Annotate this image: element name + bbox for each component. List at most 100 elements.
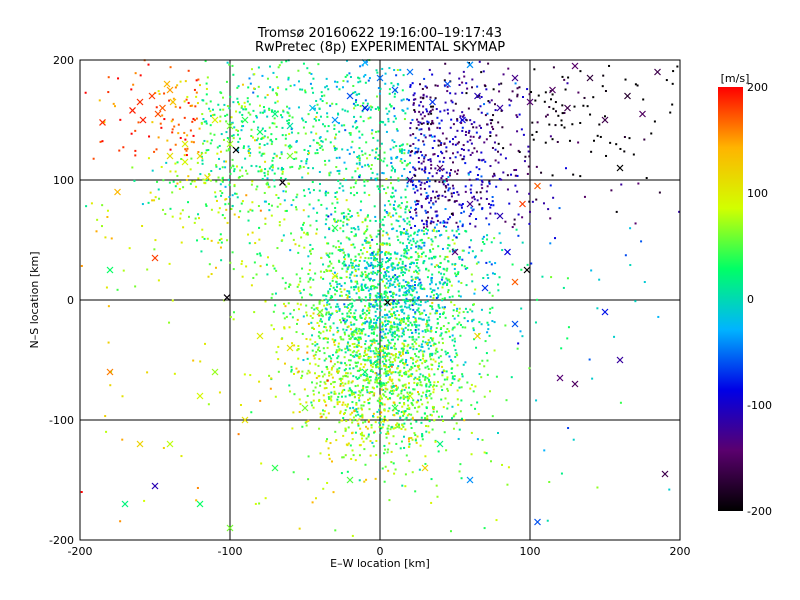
data-point [464,361,467,364]
data-point [321,375,324,378]
data-point [220,237,223,240]
data-point [229,172,232,175]
data-point [400,411,403,414]
cross-marker [181,140,189,148]
data-point [368,312,371,315]
data-point [405,268,408,271]
data-point [273,152,276,155]
data-point [397,356,400,359]
data-point [348,209,351,212]
data-point [400,158,403,161]
data-point [229,315,232,318]
data-point [425,211,428,214]
data-point [439,143,442,146]
data-point [331,376,334,379]
data-point [284,190,287,193]
data-point [149,191,152,194]
data-point [314,344,317,347]
data-point [381,355,384,358]
data-point [346,148,349,151]
data-point [366,261,369,264]
data-point [358,163,361,166]
data-point [409,216,412,219]
data-point [502,171,505,174]
data-point [404,485,407,488]
data-point [495,375,498,378]
data-point [297,106,300,109]
data-point [336,283,339,286]
data-point [283,326,286,329]
data-point [531,200,534,203]
data-point [201,99,204,102]
data-point [418,229,421,232]
data-point [381,467,384,470]
data-point [477,413,480,416]
data-point [428,185,431,188]
data-point [257,170,260,173]
data-point [370,285,373,288]
data-point [425,342,428,345]
data-point [407,315,410,318]
data-point [345,167,348,170]
data-point [379,414,382,417]
data-point [495,519,498,522]
data-point [303,194,306,197]
data-point [492,114,495,117]
data-point [334,339,337,342]
data-point [377,295,380,298]
data-point [410,256,413,259]
data-point [307,369,310,372]
data-point [369,379,372,382]
data-point [394,371,397,374]
data-point [401,286,404,289]
data-point [250,128,253,131]
data-point [400,196,403,199]
data-point [374,215,377,218]
data-point [427,323,430,326]
data-point [436,296,439,299]
data-point [373,352,376,355]
data-point [446,407,449,410]
data-point [334,136,337,139]
data-point [335,285,338,288]
data-point [508,98,511,101]
data-point [462,144,465,147]
data-point [318,137,321,140]
data-point [562,286,565,289]
data-point [392,275,395,278]
data-point [419,381,422,384]
data-point [224,185,227,188]
data-point [318,107,321,110]
data-point [642,98,645,101]
data-point [378,280,381,283]
data-point [407,324,410,327]
data-point [247,86,250,89]
data-point [407,163,410,166]
data-point [213,113,216,116]
data-point [431,273,434,276]
data-point [451,334,454,337]
data-point [368,347,371,350]
data-point [393,170,396,173]
data-point [340,294,343,297]
data-point [474,288,477,291]
data-point [274,101,277,104]
data-point [428,420,431,423]
data-point [353,246,356,249]
data-point [319,98,322,101]
data-point [404,362,407,365]
data-point [416,150,419,153]
data-point [420,246,423,249]
x-tick-label: 100 [520,545,541,558]
data-point [371,325,374,328]
data-point [469,387,472,390]
data-point [366,180,369,183]
data-point [404,249,407,252]
data-point [370,236,373,239]
data-point [235,192,238,195]
data-point [420,238,423,241]
data-point [407,314,410,317]
data-point [426,300,429,303]
data-point [508,202,511,205]
data-point [287,182,290,185]
